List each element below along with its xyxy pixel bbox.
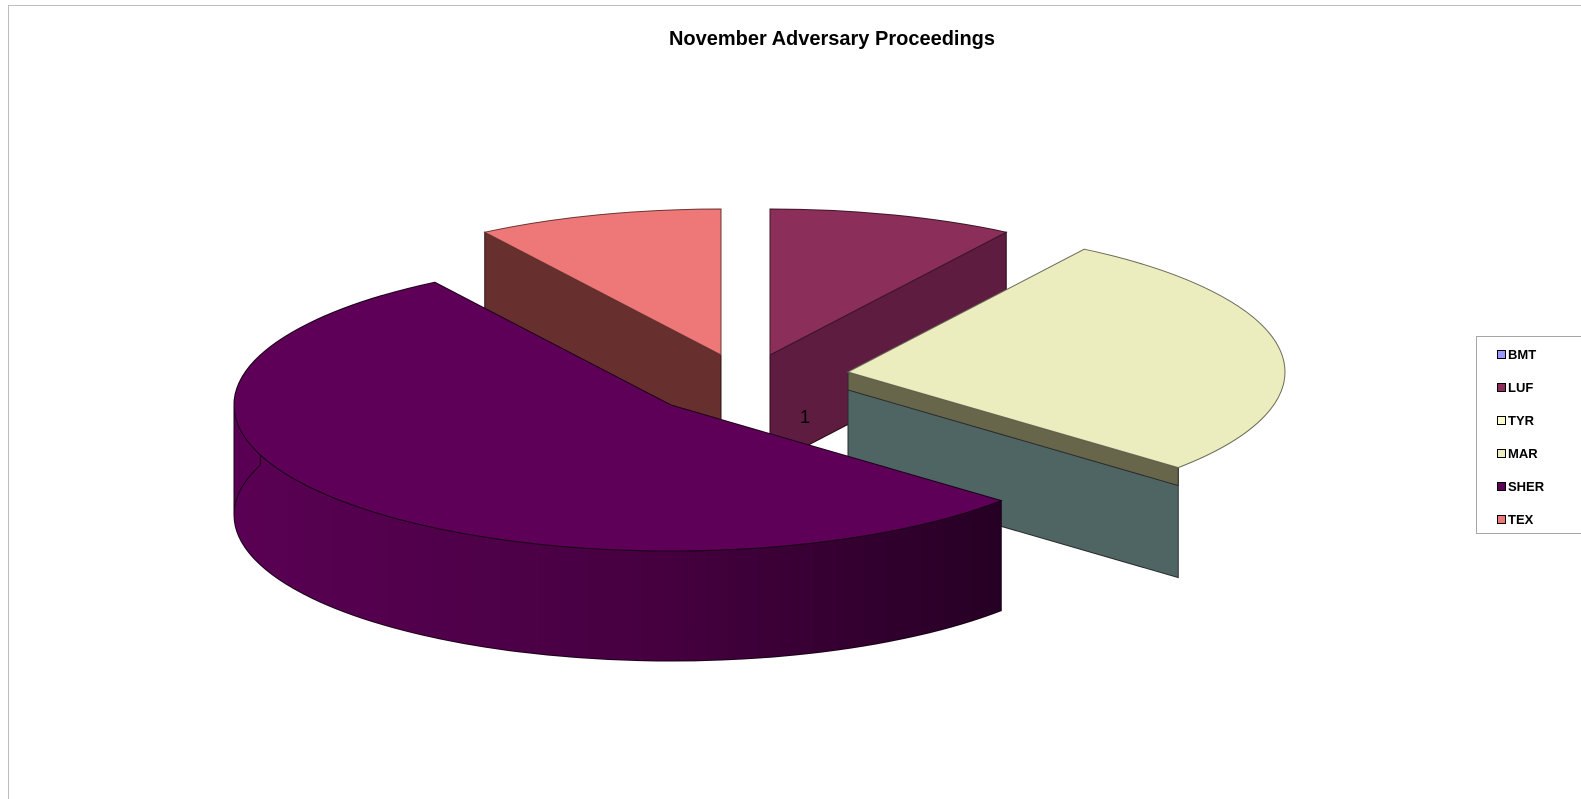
legend-swatch: [1497, 382, 1506, 392]
legend-label: SHER: [1508, 478, 1545, 494]
legend-swatch: [1497, 349, 1506, 359]
legend-label: TEX: [1508, 511, 1534, 527]
slice-sher: [233, 281, 1003, 662]
chart-area: [8, 5, 1581, 799]
legend: BMT LUF TYR MAR SHER TEX: [1476, 336, 1581, 534]
legend-label: MAR: [1508, 445, 1538, 461]
legend-swatch: [1497, 448, 1506, 458]
legend-item-luf: LUF: [1497, 379, 1533, 395]
legend-item-tex: TEX: [1497, 511, 1533, 527]
legend-swatch: [1497, 415, 1506, 425]
legend-item-bmt: BMT: [1497, 346, 1536, 362]
legend-item-tyr: TYR: [1497, 412, 1534, 428]
chart-title: November Adversary Proceedings: [668, 28, 996, 50]
legend-item-mar: MAR: [1497, 445, 1538, 461]
category-label: 1: [800, 407, 810, 427]
legend-swatch: [1497, 514, 1506, 524]
legend-label: LUF: [1508, 379, 1534, 395]
legend-swatch: [1497, 481, 1506, 491]
slice-mar: [846, 248, 1286, 579]
legend-label: BMT: [1508, 346, 1537, 362]
legend-item-sher: SHER: [1497, 478, 1544, 494]
legend-label: TYR: [1508, 412, 1534, 428]
slice-luf: [769, 208, 1008, 466]
